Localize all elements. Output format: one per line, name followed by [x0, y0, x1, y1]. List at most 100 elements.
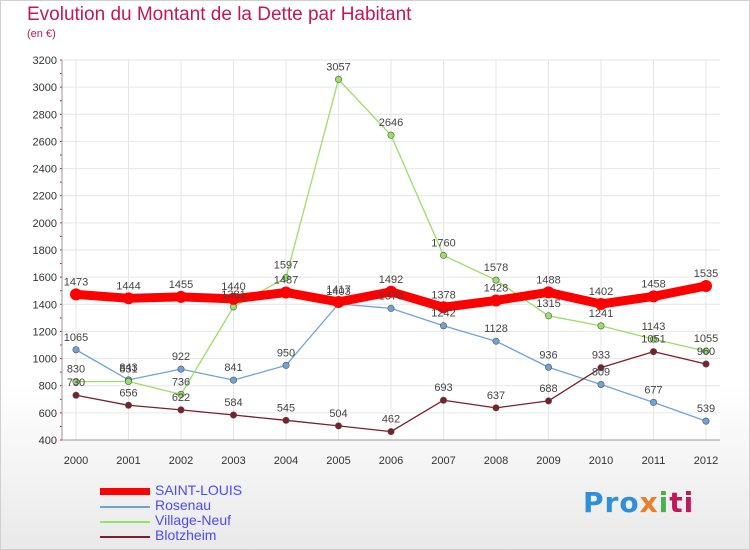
logo-part: x: [639, 486, 659, 519]
x-tick-label: 2002: [169, 455, 193, 467]
data-point-village-neuf: [702, 347, 710, 355]
y-tick-label: 2200: [33, 191, 57, 203]
data-point-blotzheim: [334, 422, 342, 430]
data-point-saint-louis: [385, 285, 397, 298]
data-label-village-neuf: 1760: [431, 237, 455, 249]
data-point-saint-louis: [700, 279, 712, 292]
y-tick-label: 400: [39, 435, 57, 447]
data-label-saint-louis: 1428: [484, 282, 508, 294]
x-tick-label: 2010: [589, 455, 613, 467]
data-label-rosenau: 922: [172, 351, 190, 363]
data-point-rosenau: [282, 361, 290, 369]
legend-label: Blotzheim: [155, 527, 217, 543]
data-point-rosenau: [492, 337, 500, 345]
data-label-blotzheim: 504: [329, 408, 347, 420]
data-label-village-neuf: 1381: [221, 289, 245, 301]
data-label-village-neuf: 736: [172, 376, 190, 388]
data-point-village-neuf: [387, 131, 395, 139]
data-point-blotzheim: [72, 391, 80, 399]
data-label-blotzheim: 584: [224, 397, 242, 409]
data-label-saint-louis: 1473: [64, 276, 88, 288]
data-label-rosenau: 1065: [64, 332, 88, 344]
data-point-blotzheim: [649, 348, 657, 356]
x-tick-label: 2005: [326, 455, 350, 467]
data-label-saint-louis: 1492: [379, 274, 403, 286]
x-tick-label: 2000: [64, 455, 88, 467]
y-tick-label: 3200: [33, 55, 57, 67]
data-label-saint-louis: 1458: [641, 278, 665, 290]
data-label-blotzheim: 637: [487, 390, 505, 402]
legend-swatch-rosenau: [100, 506, 150, 508]
data-label-village-neuf: 2646: [379, 117, 403, 129]
data-label-rosenau: 539: [697, 403, 715, 415]
data-point-blotzheim: [597, 364, 605, 372]
data-point-saint-louis: [70, 288, 82, 301]
data-point-saint-louis: [227, 292, 240, 305]
legend-label: Rosenau: [155, 497, 212, 513]
data-label-saint-louis: 1487: [274, 274, 298, 286]
data-label-rosenau: 1128: [484, 323, 508, 335]
data-point-saint-louis: [647, 290, 660, 303]
data-point-rosenau: [439, 322, 447, 330]
data-point-village-neuf: [282, 274, 290, 282]
data-point-blotzheim: [439, 396, 447, 404]
data-point-saint-louis: [490, 294, 502, 307]
legend-swatch-blotzheim: [100, 536, 150, 538]
data-label-village-neuf: 1578: [484, 262, 508, 274]
y-tick-label: 800: [39, 381, 57, 393]
x-tick-label: 2008: [484, 455, 508, 467]
data-label-village-neuf: 830: [67, 364, 85, 376]
data-label-village-neuf: 1143: [642, 321, 666, 333]
y-tick-label: 2600: [33, 136, 57, 148]
data-point-blotzheim: [544, 397, 552, 405]
data-label-saint-louis: 1535: [694, 268, 718, 280]
data-point-rosenau: [597, 380, 605, 388]
data-point-rosenau: [72, 346, 80, 354]
data-point-blotzheim: [125, 401, 133, 409]
data-label-rosenau: 809: [592, 366, 610, 378]
data-label-blotzheim: 462: [382, 414, 400, 426]
x-tick-label: 2009: [536, 455, 560, 467]
data-label-village-neuf: 1315: [536, 298, 560, 310]
data-point-saint-louis: [332, 295, 345, 308]
data-label-blotzheim: 1051: [641, 334, 665, 346]
data-point-blotzheim: [282, 416, 290, 424]
data-label-rosenau: 950: [277, 347, 295, 359]
data-label-rosenau: 843: [119, 362, 137, 374]
data-label-blotzheim: 545: [277, 402, 295, 414]
y-tick-label: 3000: [33, 82, 57, 94]
data-label-saint-louis: 1455: [169, 279, 193, 291]
chart-subtitle: (en €): [27, 28, 56, 40]
y-tick-label: 1200: [33, 326, 57, 338]
data-label-blotzheim: 688: [539, 383, 557, 395]
data-point-rosenau: [177, 365, 185, 373]
y-tick-label: 600: [39, 408, 57, 420]
data-point-saint-louis: [175, 290, 187, 303]
data-label-rosenau: 677: [644, 384, 662, 396]
data-label-saint-louis: 1417: [326, 284, 350, 296]
data-label-blotzheim: 730: [67, 377, 85, 389]
data-point-blotzheim: [702, 360, 710, 368]
data-label-rosenau: 841: [224, 362, 242, 374]
logo-part: Pro: [583, 486, 640, 519]
y-tick-label: 2800: [33, 109, 57, 121]
y-tick-label: 2400: [33, 164, 57, 176]
x-tick-label: 2011: [642, 455, 666, 467]
data-point-saint-louis: [437, 301, 450, 314]
data-point-village-neuf: [334, 75, 342, 83]
data-point-saint-louis: [122, 292, 135, 305]
data-label-saint-louis: 1444: [116, 280, 140, 292]
x-tick-label: 2006: [379, 455, 403, 467]
data-point-rosenau: [702, 417, 710, 425]
data-label-rosenau: 1370: [379, 290, 403, 302]
data-label-saint-louis: 1378: [431, 289, 455, 301]
logo-part: i: [658, 486, 670, 519]
data-point-saint-louis: [280, 286, 292, 299]
data-point-blotzheim: [230, 411, 238, 419]
logo-part: ti: [669, 486, 695, 519]
y-tick-label: 2000: [33, 218, 57, 230]
data-point-village-neuf: [72, 378, 80, 386]
data-label-village-neuf: 1597: [274, 260, 298, 272]
data-point-village-neuf: [544, 312, 552, 320]
data-point-blotzheim: [492, 404, 500, 412]
